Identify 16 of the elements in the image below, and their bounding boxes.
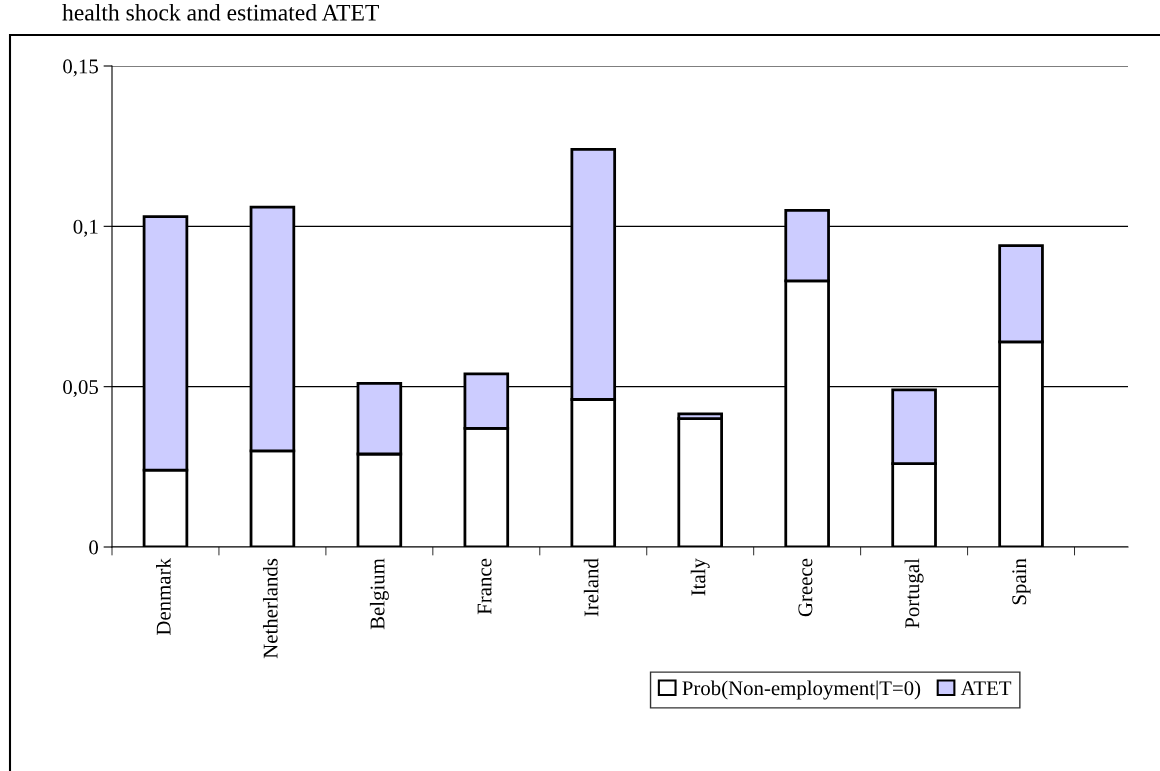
chart-title: health shock and estimated ATET <box>62 4 379 21</box>
legend-label: ATET <box>960 681 1012 696</box>
y-tick-label: 0,1 <box>73 219 98 237</box>
legend-label: Prob(Non-employment|T=0) <box>682 680 921 700</box>
x-tick-label: Greece <box>798 558 813 617</box>
x-tick-label: Portugal <box>904 558 924 629</box>
y-tick-label: 0,15 <box>63 59 98 77</box>
x-tick-label: Denmark <box>156 558 171 636</box>
x-tick-label: Belgium <box>369 558 389 630</box>
x-tick-label: France <box>477 558 492 615</box>
x-tick-label: Italy <box>690 558 710 596</box>
x-tick-label: Netherlands <box>262 558 278 659</box>
y-tick-label: 0 <box>89 540 99 555</box>
x-tick-label: Spain <box>1012 558 1031 605</box>
x-tick-label: Ireland <box>583 558 599 617</box>
y-tick-label: 0,05 <box>63 380 98 398</box>
